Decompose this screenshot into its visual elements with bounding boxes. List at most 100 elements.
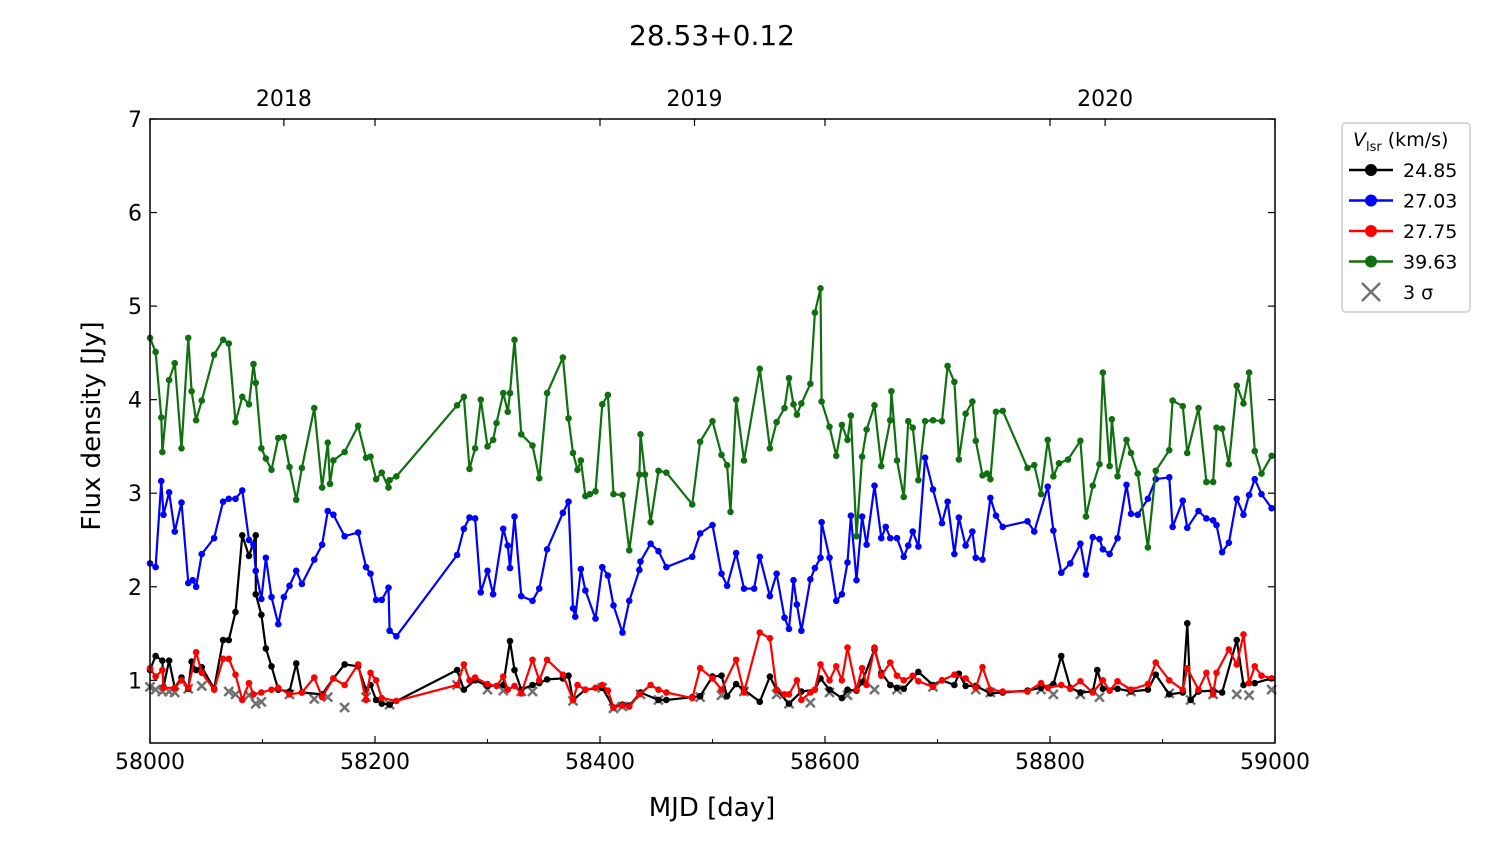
data-point [817,554,824,562]
data-point [888,387,895,395]
data-point [324,507,332,515]
data-point [663,696,670,704]
data-point [268,593,275,601]
data-point [484,567,491,575]
data-point [847,412,855,419]
data-point [1165,677,1173,684]
sigma3-marker [230,688,241,700]
data-point [569,449,577,457]
data-point [543,389,551,397]
data-point [696,530,704,537]
data-point [460,393,468,401]
data-point [362,696,370,704]
data-point [871,482,878,490]
data-point [372,475,380,483]
data-point [1089,482,1097,490]
data-point [341,681,348,689]
data-point [245,679,253,687]
legend-label: 27.03 [1403,191,1457,213]
data-point [962,542,969,549]
data-point [598,563,606,571]
data-point [773,686,780,693]
data-point [219,498,227,505]
data-point [1258,470,1265,477]
data-point [909,424,917,432]
data-point [944,498,951,505]
legend-label: 39.63 [1403,252,1457,274]
data-point [245,401,253,408]
data-point [844,436,851,444]
data-point [367,570,374,577]
data-point [280,433,288,441]
data-point [1165,446,1173,454]
data-point [740,689,748,696]
data-point [877,534,885,542]
data-point [341,448,348,456]
legend: Vlsr (km/s) 24.85 27.03 27.75 39.63 3 σ [1341,122,1471,313]
data-point [1183,619,1191,627]
data-point [1251,662,1259,670]
data-point [853,576,860,584]
data-point [807,380,814,388]
data-point [641,471,649,478]
data-point [625,546,633,554]
data-point [252,379,260,387]
data-point [636,471,643,478]
data-point [506,564,514,572]
data-point [951,550,958,558]
data-point [929,683,937,691]
data-point [385,584,392,592]
data-point [517,690,525,697]
data-point [152,348,159,356]
data-point [471,674,479,681]
data-point [604,572,612,579]
data-point [732,396,740,403]
data-point [511,682,518,690]
y-tick-label: 6 [128,202,142,227]
data-point [559,354,567,361]
data-point [838,590,846,598]
data-point [504,542,512,549]
legend-label: 24.85 [1403,160,1457,182]
sigma3-marker [255,696,267,708]
data-point [1233,495,1241,503]
data-point [511,666,518,674]
data-point [529,681,536,689]
data-point [511,336,518,344]
y-tick-label: 2 [128,576,142,601]
data-point [1152,671,1160,679]
data-point [655,696,662,704]
data-point [354,661,362,668]
data-point [647,681,654,689]
data-point [972,437,980,445]
data-point [886,416,894,424]
data-point [886,681,894,689]
data-point [1144,544,1152,551]
data-point [1233,382,1241,389]
data-point [983,470,991,477]
data-point [535,677,543,684]
data-point [262,554,270,562]
data-point [877,462,885,470]
sigma3-marker [196,680,208,692]
data-point [160,511,167,519]
data-point [987,686,994,693]
data-point [604,391,612,399]
data-point [655,467,662,475]
data-point [696,664,704,672]
data-point [238,487,246,494]
data-point [354,529,362,536]
data-point [1240,511,1247,519]
data-point [807,575,814,583]
data-point [460,525,468,533]
data-point [565,498,572,505]
data-point [1169,523,1176,531]
data-point [647,518,654,526]
data-point [1030,528,1038,535]
data-point [1144,686,1152,693]
data-point [1213,521,1220,529]
data-point [1127,510,1135,518]
data-point [210,534,218,542]
data-point [619,702,626,709]
data-point [577,457,585,464]
